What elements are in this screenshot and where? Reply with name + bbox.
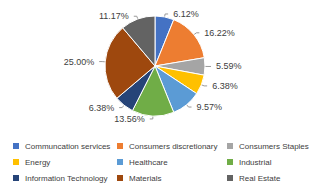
svg-text:Healthcare: Healthcare (129, 158, 168, 167)
svg-text:9.57%: 9.57% (197, 102, 223, 112)
svg-text:16.22%: 16.22% (204, 28, 235, 38)
svg-text:25.00%: 25.00% (64, 57, 95, 67)
svg-text:Information Technology: Information Technology (25, 174, 108, 183)
svg-text:Consumers Staples: Consumers Staples (239, 142, 309, 151)
svg-text:11.17%: 11.17% (99, 11, 129, 21)
svg-text:5.59%: 5.59% (216, 61, 242, 71)
svg-text:13.56%: 13.56% (114, 114, 145, 124)
svg-text:Real Estate: Real Estate (239, 174, 281, 183)
svg-text:Energy: Energy (25, 158, 50, 167)
svg-text:6.12%: 6.12% (173, 9, 199, 19)
svg-text:6.38%: 6.38% (212, 81, 238, 91)
svg-text:Consumers discretionary: Consumers discretionary (129, 142, 217, 151)
svg-text:Industrial: Industrial (239, 158, 272, 167)
svg-text:6.38%: 6.38% (89, 103, 115, 113)
svg-text:Communcation services: Communcation services (25, 142, 110, 151)
svg-text:Materials: Materials (129, 174, 161, 183)
